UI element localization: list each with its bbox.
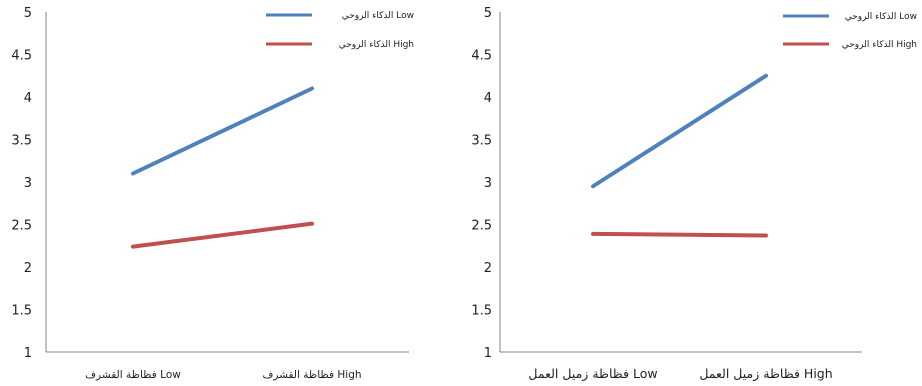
series-line-high bbox=[591, 231, 768, 238]
x-category-label: فظاظة زميل العمل Low bbox=[528, 366, 657, 382]
series-line-high bbox=[131, 221, 314, 249]
y-tick-label: 3 bbox=[24, 176, 32, 191]
y-tick-label: 3.5 bbox=[471, 134, 492, 149]
series-line-low bbox=[591, 73, 768, 189]
y-tick-label: 1 bbox=[24, 346, 32, 361]
y-tick-label: 5 bbox=[24, 6, 32, 21]
chart-2-legend: الذكاء الروحي Low الذكاء الروحي High bbox=[783, 12, 917, 50]
y-tick-label: 4.5 bbox=[471, 49, 492, 64]
x-category-label: فظاظة زميل العمل High bbox=[699, 366, 832, 382]
chart-1-series bbox=[131, 86, 314, 249]
legend-label: الذكاء الروحي High bbox=[339, 40, 414, 50]
x-category-label: فظاظة القشرف High bbox=[262, 369, 361, 381]
chart-1-categories: فظاظة القشرف Low فظاظة القشرف High bbox=[85, 369, 361, 381]
chart-1-y-ticks: 1 1.5 2 2.5 3 3.5 4 4.5 5 bbox=[11, 6, 32, 361]
x-category-label: فظاظة القشرف Low bbox=[85, 369, 181, 381]
y-tick-label: 5 bbox=[484, 6, 492, 21]
y-tick-label: 2 bbox=[24, 261, 32, 276]
y-tick-label: 4.5 bbox=[11, 49, 32, 64]
legend-label: الذكاء الروحي Low bbox=[845, 12, 917, 22]
y-tick-label: 4 bbox=[24, 91, 32, 106]
legend-label: الذكاء الروحي High bbox=[842, 40, 917, 50]
y-tick-label: 3 bbox=[484, 176, 492, 191]
y-tick-label: 2.5 bbox=[471, 219, 492, 234]
chart-1-legend: الذكاء الروحي Low الذكاء الروحي High bbox=[266, 11, 414, 50]
y-tick-label: 2.5 bbox=[11, 219, 32, 234]
chart-1: 11.522.533.544.55 الذكاء الروحي Lowالذكا… bbox=[11, 6, 414, 381]
chart-2-series bbox=[591, 73, 768, 238]
y-tick-label: 4 bbox=[484, 91, 492, 106]
y-tick-label: 1.5 bbox=[11, 304, 32, 319]
y-tick-label: 2 bbox=[484, 261, 492, 276]
chart-2: 11.522.533.544.55 الذكاء الروحي Lowالذكا… bbox=[471, 6, 917, 382]
y-tick-label: 1.5 bbox=[471, 304, 492, 319]
legend-label: الذكاء الروحي Low bbox=[342, 11, 414, 21]
chart-2-y-ticks: 1 1.5 2 2.5 3 3.5 4 4.5 5 bbox=[471, 6, 492, 361]
series-line-low bbox=[131, 86, 314, 176]
y-tick-label: 1 bbox=[484, 346, 492, 361]
chart-2-categories: فظاظة زميل العمل Low فظاظة زميل العمل Hig… bbox=[528, 366, 832, 382]
y-tick-label: 3.5 bbox=[11, 134, 32, 149]
